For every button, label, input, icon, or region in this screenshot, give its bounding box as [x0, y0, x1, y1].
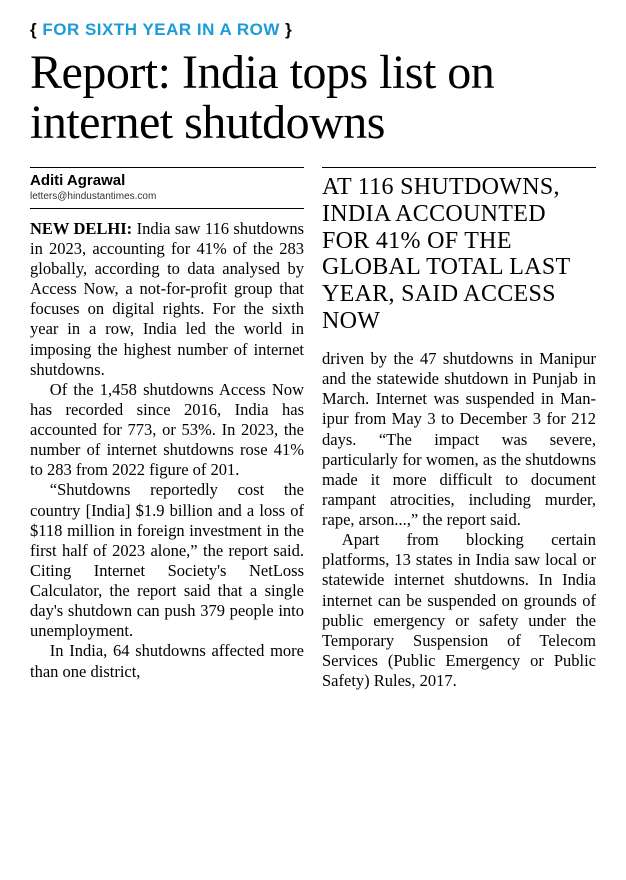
paragraph: “Shutdowns reportedly cost the country […: [30, 480, 304, 641]
paragraph-text: India saw 116 shut­downs in 2023, accoun…: [30, 219, 304, 379]
byline-author: Aditi Agrawal: [30, 172, 304, 189]
column-left: Aditi Agrawal letters@hindustantimes.com…: [30, 167, 304, 691]
dateline: NEW DELHI:: [30, 219, 132, 238]
paragraph: driven by the 47 shutdowns in Manipur an…: [322, 349, 596, 530]
paragraph: Of the 1,458 shutdowns Access Now has re…: [30, 380, 304, 481]
headline: Report: India tops list on internet shut…: [30, 48, 596, 149]
byline-block: Aditi Agrawal letters@hindustantimes.com: [30, 167, 304, 209]
pullquote: AT 116 SHUTDOWNS, INDIA ACCOUNTED FOR 41…: [322, 167, 596, 335]
article-columns: Aditi Agrawal letters@hindustantimes.com…: [30, 167, 596, 691]
column-right: AT 116 SHUTDOWNS, INDIA ACCOUNTED FOR 41…: [322, 167, 596, 691]
kicker-row: { FOR SIXTH YEAR IN A ROW }: [30, 20, 596, 40]
brace-close: }: [285, 20, 292, 39]
paragraph: NEW DELHI: India saw 116 shut­downs in 2…: [30, 219, 304, 380]
body-text-left: NEW DELHI: India saw 116 shut­downs in 2…: [30, 219, 304, 682]
paragraph: Apart from blocking certain platforms, 1…: [322, 530, 596, 691]
kicker-text: FOR SIXTH YEAR IN A ROW: [42, 20, 280, 39]
body-text-right: driven by the 47 shutdowns in Manipur an…: [322, 349, 596, 691]
paragraph: In India, 64 shutdowns affected more tha…: [30, 641, 304, 681]
byline-email: letters@hindustantimes.com: [30, 191, 304, 202]
brace-open: {: [30, 20, 37, 39]
